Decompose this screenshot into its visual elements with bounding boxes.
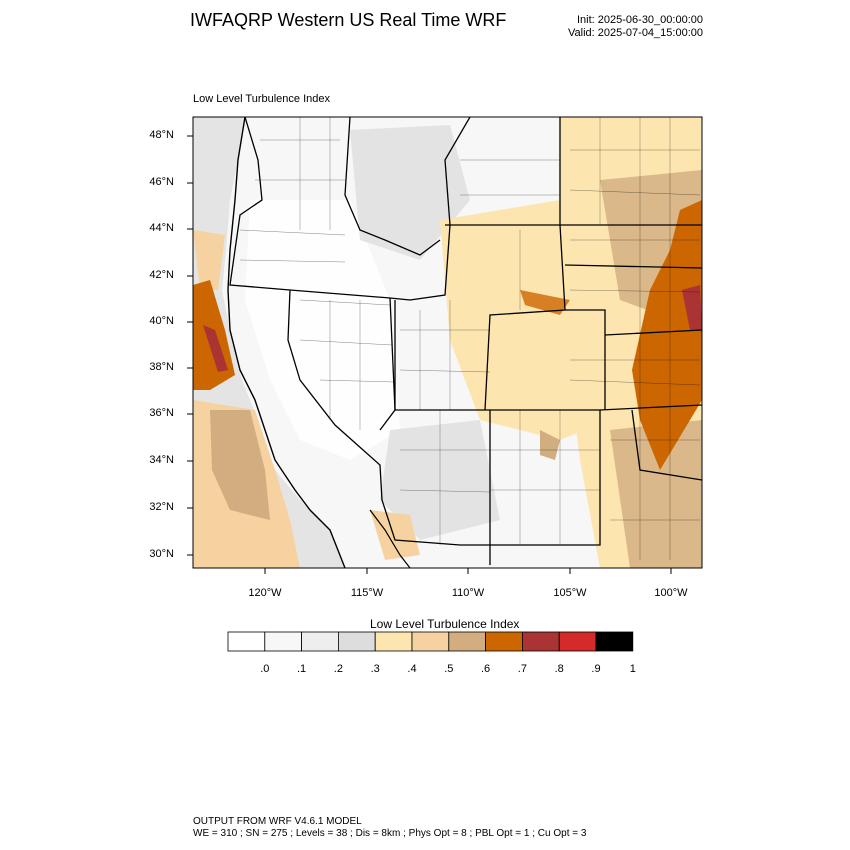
colorbar-tick-label: .7 (517, 663, 527, 675)
lat-label: 32°N (149, 501, 174, 513)
lon-label: 120°W (248, 587, 282, 599)
ocean-tan-north (193, 230, 225, 290)
nm-spot (540, 430, 560, 460)
lon-label: 115°W (350, 587, 384, 599)
colorbar-tick-label: .3 (370, 663, 380, 675)
ocean-tan-dark (210, 410, 270, 520)
state-borders (229, 117, 702, 565)
colorbar-swatch (337, 631, 376, 652)
colorbar-title: Low Level Turbulence Index (370, 617, 520, 631)
colorbar-swatch (522, 631, 560, 652)
county-borders (239, 117, 701, 560)
init-time: Init: 2025-06-30_00:00:00 (577, 14, 703, 26)
plot-label: Low Level Turbulence Index (193, 93, 330, 105)
colorbar-swatch (558, 631, 597, 652)
colorbar-tick-label: .1 (297, 663, 307, 675)
gulf-coast (369, 509, 411, 568)
colorbar-tick-label: 1 (629, 663, 636, 675)
footer-model: OUTPUT FROM WRF V4.6.1 MODEL (193, 816, 362, 827)
lat-label: 40°N (149, 315, 174, 327)
wyoming-orange (520, 290, 570, 315)
coastal-red (203, 325, 228, 372)
colorbar (227, 631, 634, 652)
lat-label: 34°N (149, 454, 174, 466)
basin-light (245, 200, 400, 460)
colorbar-swatch (374, 631, 413, 652)
lat-label: 30°N (149, 548, 174, 560)
colorbar-swatch (448, 631, 486, 652)
gulf-tan (370, 510, 420, 560)
lon-label: 100°W (654, 587, 688, 599)
lat-label: 44°N (149, 222, 174, 234)
lon-label: 110°W (451, 587, 485, 599)
lon-ticks (264, 568, 672, 574)
map-frame (192, 116, 703, 569)
colorbar-tick-label: .6 (481, 663, 491, 675)
lat-label: 46°N (149, 176, 174, 188)
lat-label: 38°N (149, 361, 174, 373)
coastline (227, 117, 346, 568)
lat-label: 36°N (149, 407, 174, 419)
colorbar-swatch (227, 631, 266, 652)
colorbar-tick-label: .4 (407, 663, 417, 675)
lat-ticks (187, 135, 193, 556)
colorbar-tick-label: .2 (333, 663, 343, 675)
colorbar-swatch (301, 631, 339, 652)
colorbar-tick-label: .8 (554, 663, 564, 675)
colorbar-swatch (595, 631, 634, 652)
lat-label: 42°N (149, 269, 174, 281)
colorbar-tick-label: .5 (444, 663, 454, 675)
south-plains-darktan (610, 420, 702, 568)
colorbar-tick-label: .0 (260, 663, 270, 675)
colorbar-tick-label: .9 (591, 663, 601, 675)
map-field (193, 117, 702, 568)
valid-time: Valid: 2025-07-04_15:00:00 (568, 27, 703, 39)
colorbar-swatch (411, 631, 450, 652)
page-title: IWFAQRP Western US Real Time WRF (190, 10, 507, 30)
plains-red (682, 285, 702, 330)
north-rockies-grey (350, 125, 470, 260)
lon-label: 105°W (553, 587, 587, 599)
lat-label: 48°N (149, 129, 174, 141)
colorbar-swatch (485, 631, 523, 652)
colorbar-swatch (264, 631, 302, 652)
footer-config: WE = 310 ; SN = 275 ; Levels = 38 ; Dis … (193, 828, 587, 839)
